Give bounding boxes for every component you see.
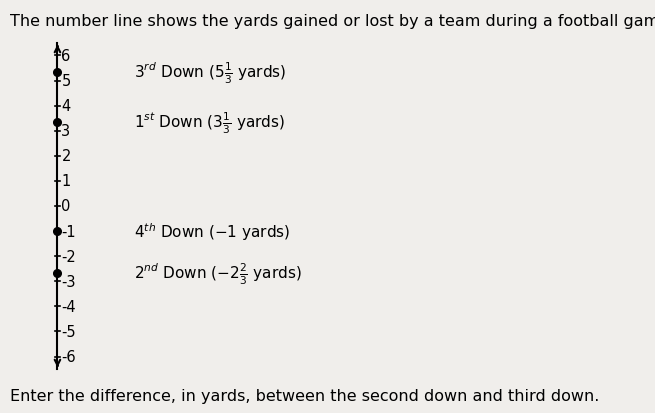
Text: The number line shows the yards gained or lost by a team during a football game.: The number line shows the yards gained o… [10, 14, 655, 29]
Text: 0: 0 [62, 199, 71, 214]
Text: -4: -4 [62, 299, 76, 314]
Text: 2$^{nd}$ Down ($-$2$\frac{2}{3}$ yards): 2$^{nd}$ Down ($-$2$\frac{2}{3}$ yards) [134, 261, 302, 286]
Text: -5: -5 [62, 324, 76, 339]
Text: 3: 3 [62, 124, 71, 139]
Text: -3: -3 [62, 274, 76, 289]
Text: 1$^{st}$ Down (3$\frac{1}{3}$ yards): 1$^{st}$ Down (3$\frac{1}{3}$ yards) [134, 110, 286, 136]
Text: 4$^{th}$ Down ($-$1 yards): 4$^{th}$ Down ($-$1 yards) [134, 221, 291, 242]
Text: Enter the difference, in yards, between the second down and third down.: Enter the difference, in yards, between … [10, 388, 599, 403]
Text: 5: 5 [62, 74, 71, 89]
Text: 6: 6 [62, 49, 71, 64]
Text: 3$^{rd}$ Down (5$\frac{1}{3}$ yards): 3$^{rd}$ Down (5$\frac{1}{3}$ yards) [134, 60, 287, 86]
Text: -6: -6 [62, 349, 76, 364]
Text: -2: -2 [62, 249, 76, 264]
Text: 4: 4 [62, 99, 71, 114]
Text: -1: -1 [62, 224, 76, 239]
Text: 1: 1 [62, 174, 71, 189]
Text: 2: 2 [62, 149, 71, 164]
